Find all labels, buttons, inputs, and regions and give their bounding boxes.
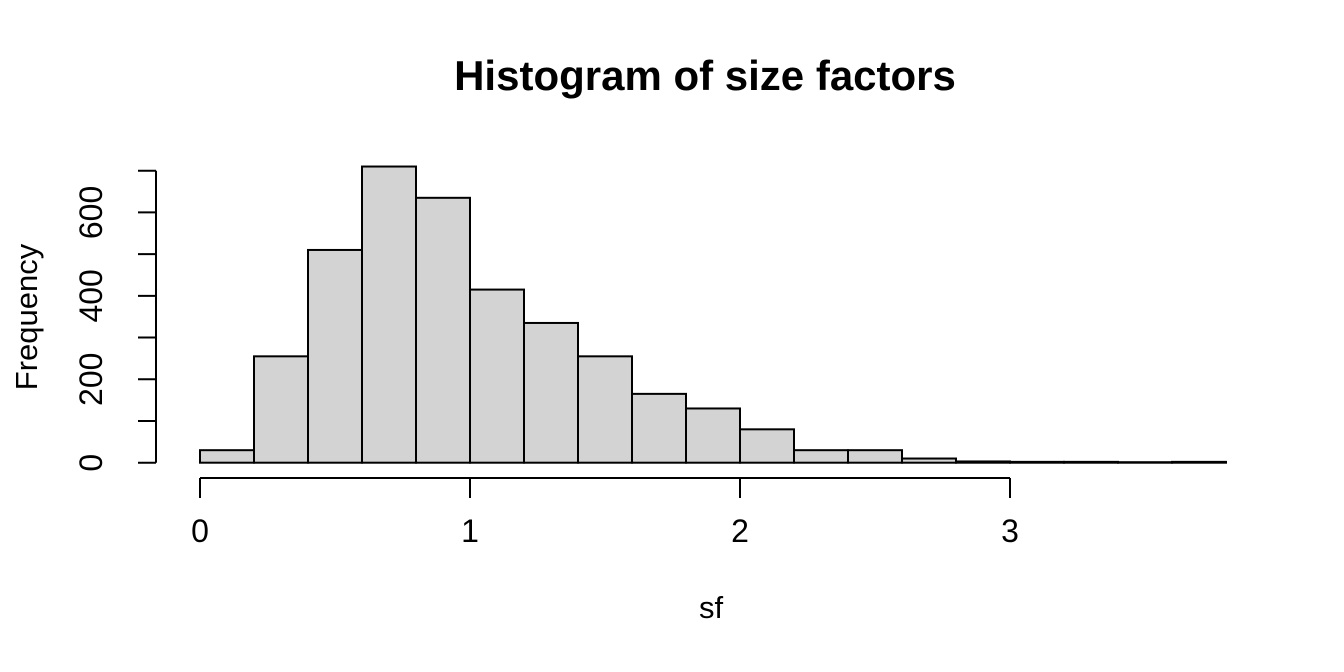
y-axis-tick-label: 400	[73, 269, 109, 322]
histogram-bar	[1063, 460, 1119, 464]
histogram-bar	[199, 449, 255, 464]
histogram-bar	[793, 449, 849, 464]
chart-title: Histogram of size factors	[454, 52, 956, 99]
y-axis-label: Frequency	[9, 243, 44, 391]
y-axis-tick-label: 600	[73, 186, 109, 239]
histogram-bar	[847, 449, 903, 464]
y-axis-tick-label: 200	[73, 353, 109, 406]
x-axis-tick-label: 2	[731, 513, 749, 549]
histogram-bar	[415, 196, 471, 464]
y-axis-tick-label: 0	[73, 454, 109, 472]
x-axis-label: sf	[698, 590, 724, 625]
histogram-bar	[1171, 460, 1227, 464]
histogram-bar	[253, 355, 309, 464]
x-axis-tick-label: 1	[461, 513, 479, 549]
histogram-bar	[739, 428, 795, 464]
x-axis-tick-label: 3	[1001, 513, 1019, 549]
x-axis-tick-label: 0	[191, 513, 209, 549]
histogram-bar	[469, 288, 525, 464]
histogram-bar	[901, 457, 957, 464]
histogram-bar	[1117, 461, 1173, 464]
histogram-bar	[577, 355, 633, 464]
histogram-bar	[307, 248, 363, 464]
histogram-bar	[685, 407, 741, 464]
histogram-bar	[955, 460, 1011, 464]
histogram-bar	[1009, 460, 1065, 464]
histogram-bar	[361, 165, 417, 464]
histogram-bar	[631, 392, 687, 464]
histogram-bar	[523, 321, 579, 464]
